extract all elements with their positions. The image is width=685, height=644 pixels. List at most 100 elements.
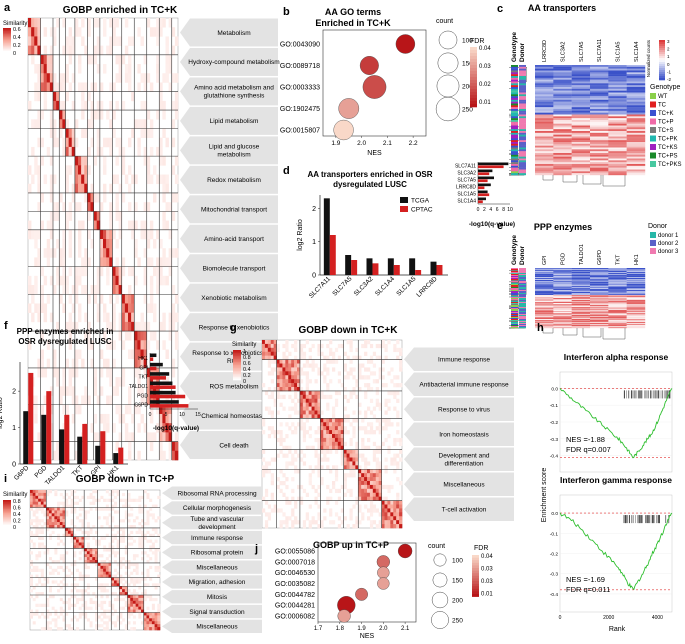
- heat-cell: [56, 82, 60, 92]
- heat-cell: [57, 560, 61, 564]
- expression-cell: [608, 275, 627, 277]
- heat-cell: [396, 390, 400, 396]
- heat-cell: [93, 45, 98, 56]
- heat-cell: [116, 542, 120, 546]
- inset-category-label: PGD: [137, 393, 148, 399]
- heat-cell: [314, 410, 318, 415]
- heat-cell: [317, 504, 321, 509]
- heat-cell: [291, 524, 295, 529]
- expression-cell: [571, 310, 591, 312]
- expression-cell: [535, 138, 554, 141]
- expression-cell: [571, 136, 591, 139]
- expression-cell: [553, 277, 572, 279]
- heat-cell: [332, 437, 336, 443]
- expression-cell: [553, 278, 572, 280]
- heat-cell: [70, 536, 74, 540]
- genotype-cell: [511, 129, 518, 132]
- heat-cell: [40, 627, 44, 631]
- donor-cell: [519, 173, 526, 176]
- heat-cell: [174, 432, 179, 442]
- heat-cell: [124, 331, 129, 341]
- heat-cell: [35, 530, 39, 535]
- donor-cell: [519, 123, 526, 126]
- heat-cell: [151, 527, 155, 532]
- heat-cell: [381, 343, 385, 349]
- heat-cell: [294, 410, 298, 415]
- fdr-tick: 0.04: [481, 554, 493, 560]
- genotype-cell: [511, 271, 518, 273]
- heat-cell: [130, 525, 134, 529]
- expression-cell: [608, 165, 627, 168]
- heat-cell: [34, 404, 38, 415]
- heat-cell: [282, 520, 286, 525]
- heat-cell: [103, 192, 107, 203]
- heat-cell: [311, 406, 315, 411]
- expression-cell: [535, 295, 554, 297]
- heat-cell: [57, 516, 61, 520]
- heat-cell: [86, 606, 90, 610]
- expression-cell: [590, 284, 609, 286]
- fdr-legend: 0.040.030.020.01: [470, 46, 491, 108]
- heat-cell: [326, 430, 330, 435]
- expression-cell: [590, 145, 609, 148]
- expression-cell: [590, 153, 609, 156]
- heat-cell: [337, 390, 342, 396]
- heat-cell: [97, 554, 101, 558]
- label-arrow: [162, 530, 172, 545]
- expression-cell: [553, 70, 572, 73]
- heat-cell: [121, 156, 126, 166]
- heat-cell: [113, 583, 117, 587]
- heat-cell: [105, 565, 109, 570]
- heat-cell: [396, 492, 400, 497]
- heat-cell: [143, 156, 148, 166]
- heat-cell: [121, 54, 126, 65]
- heat-cell: [390, 520, 394, 525]
- genotype-swatch: [650, 118, 656, 125]
- expression-cell: [571, 88, 591, 91]
- expression-cell: [626, 142, 646, 145]
- inset-tick-label: 10: [179, 412, 185, 418]
- donor-cell: [519, 303, 526, 305]
- heat-cell: [282, 437, 286, 443]
- heat-cell: [90, 54, 94, 65]
- heat-cell: [143, 321, 148, 332]
- expression-cell: [571, 114, 591, 117]
- heat-cell: [162, 248, 166, 258]
- heat-cell: [299, 355, 304, 360]
- expression-cell: [553, 300, 572, 302]
- heat-cell: [130, 507, 134, 511]
- heat-cell: [132, 525, 136, 529]
- heat-cell: [99, 239, 104, 249]
- heat-cell: [279, 371, 283, 376]
- heat-cell: [134, 331, 138, 341]
- heat-cell: [43, 54, 48, 65]
- bar: [82, 423, 88, 464]
- heat-cell: [71, 192, 76, 203]
- heat-cell: [49, 27, 54, 37]
- cluster-label: Immune response: [438, 357, 490, 364]
- heat-cell: [279, 481, 283, 486]
- heat-cell: [74, 294, 79, 304]
- heat-cell: [87, 54, 91, 65]
- heat-cell: [337, 488, 342, 494]
- heat-cell: [141, 533, 145, 537]
- heat-cell: [86, 592, 90, 596]
- heat-cell: [317, 347, 321, 353]
- heat-cell: [70, 603, 74, 607]
- panel-letter: e: [497, 220, 503, 232]
- expression-cell: [535, 284, 554, 286]
- data-point: [355, 587, 368, 601]
- heat-cell: [305, 398, 309, 403]
- heat-cell: [124, 624, 128, 628]
- heat-cell: [165, 137, 169, 148]
- heat-cell: [131, 312, 135, 323]
- heat-cell: [71, 285, 76, 295]
- heat-cell: [369, 473, 374, 478]
- expression-cell: [608, 326, 627, 328]
- heat-cell: [334, 402, 339, 407]
- heat-cell: [294, 340, 298, 345]
- heat-cell: [294, 347, 298, 353]
- heat-cell: [87, 119, 91, 129]
- heat-cell: [314, 488, 318, 494]
- heat-cell: [352, 473, 356, 478]
